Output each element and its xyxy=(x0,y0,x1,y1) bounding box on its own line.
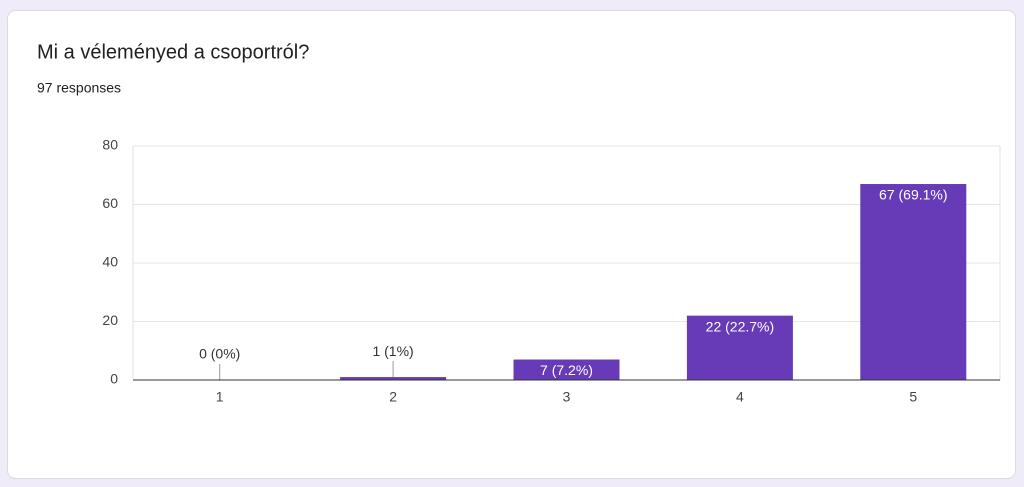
x-tick-label: 2 xyxy=(389,389,397,405)
data-label: 0 (0%) xyxy=(199,346,240,362)
bar xyxy=(340,377,447,380)
x-tick-label: 4 xyxy=(736,389,744,405)
data-label: 67 (69.1%) xyxy=(879,187,947,203)
x-tick-label: 5 xyxy=(909,389,917,405)
bar xyxy=(686,315,793,380)
y-tick-label: 40 xyxy=(102,254,118,270)
chart-title: Mi a véleményed a csoportról? xyxy=(37,41,309,63)
y-tick-label: 20 xyxy=(102,312,118,328)
data-label: 1 (1%) xyxy=(372,343,413,359)
y-tick-label: 60 xyxy=(102,195,118,211)
data-label: 22 (22.7%) xyxy=(706,318,774,334)
y-tick-label: 0 xyxy=(110,371,118,387)
y-tick-label: 80 xyxy=(102,137,118,153)
bar xyxy=(513,359,620,380)
chart-subtitle: 97 responses xyxy=(37,80,121,96)
bar xyxy=(860,184,967,380)
data-label: 7 (7.2%) xyxy=(540,362,593,378)
x-tick-label: 3 xyxy=(563,389,571,405)
x-tick-label: 1 xyxy=(216,389,224,405)
